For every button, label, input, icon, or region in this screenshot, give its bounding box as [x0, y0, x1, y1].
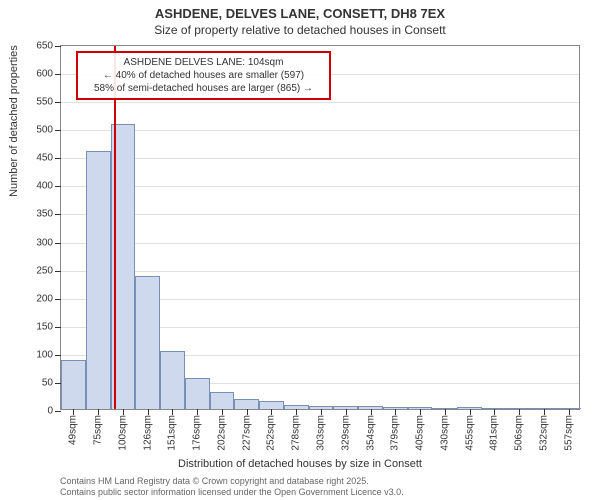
- y-tick-label: 600: [36, 69, 53, 80]
- x-tick-label: 557sqm: [563, 415, 574, 451]
- y-tick-label: 500: [36, 125, 53, 136]
- x-axis-label: Distribution of detached houses by size …: [0, 458, 600, 470]
- y-tick-label: 450: [36, 153, 53, 164]
- x-tick-label: 354sqm: [365, 415, 376, 451]
- y-tick-label: 250: [36, 265, 53, 276]
- x-tick-label: 329sqm: [340, 415, 351, 451]
- x-tick-label: 455sqm: [464, 415, 475, 451]
- y-tick: [55, 243, 61, 244]
- x-tick-label: 303sqm: [316, 415, 327, 451]
- x-tick-label: 405sqm: [415, 415, 426, 451]
- gridline: [61, 102, 579, 103]
- histogram-bar: [160, 351, 185, 409]
- histogram-bar: [210, 392, 235, 409]
- x-tick-label: 100sqm: [117, 415, 128, 451]
- y-tick: [55, 299, 61, 300]
- x-tick-label: 176sqm: [192, 415, 203, 451]
- x-tick-label: 202sqm: [216, 415, 227, 451]
- annotation-line3: 58% of semi-detached houses are larger (…: [84, 82, 323, 95]
- gridline: [61, 243, 579, 244]
- annotation-line1: ASHDENE DELVES LANE: 104sqm: [84, 56, 323, 69]
- y-axis-label: Number of detached properties: [8, 45, 20, 197]
- histogram-bar: [86, 151, 111, 409]
- histogram-bar: [135, 276, 160, 409]
- y-tick: [55, 46, 61, 47]
- y-tick-label: 650: [36, 41, 53, 52]
- y-tick: [55, 74, 61, 75]
- histogram-bar: [185, 378, 210, 409]
- footer: Contains HM Land Registry data © Crown c…: [60, 476, 404, 498]
- x-tick-label: 151sqm: [167, 415, 178, 451]
- y-tick: [55, 355, 61, 356]
- y-tick: [55, 102, 61, 103]
- annotation-box: ASHDENE DELVES LANE: 104sqm ← 40% of det…: [76, 51, 331, 100]
- y-tick: [55, 411, 61, 412]
- x-tick-label: 227sqm: [241, 415, 252, 451]
- x-tick-label: 532sqm: [538, 415, 549, 451]
- x-tick-label: 481sqm: [489, 415, 500, 451]
- chart-container: ASHDENE, DELVES LANE, CONSETT, DH8 7EX S…: [0, 0, 600, 500]
- x-tick-label: 252sqm: [266, 415, 277, 451]
- y-tick: [55, 271, 61, 272]
- y-tick-label: 350: [36, 209, 53, 220]
- gridline: [61, 130, 579, 131]
- x-tick-label: 75sqm: [93, 415, 104, 445]
- reference-line: [114, 46, 116, 409]
- x-tick-label: 506sqm: [514, 415, 525, 451]
- histogram-bar: [234, 399, 259, 409]
- histogram-bar: [61, 360, 86, 409]
- footer-line1: Contains HM Land Registry data © Crown c…: [60, 476, 404, 487]
- y-tick-label: 50: [42, 377, 53, 388]
- y-tick: [55, 327, 61, 328]
- x-tick-label: 278sqm: [291, 415, 302, 451]
- y-tick: [55, 214, 61, 215]
- chart-title-sub: Size of property relative to detached ho…: [0, 21, 600, 37]
- footer-line2: Contains public sector information licen…: [60, 487, 404, 498]
- gridline: [61, 186, 579, 187]
- y-tick: [55, 130, 61, 131]
- y-tick-label: 200: [36, 293, 53, 304]
- y-tick-label: 550: [36, 97, 53, 108]
- gridline: [61, 158, 579, 159]
- histogram-bar: [259, 401, 284, 409]
- chart-title-main: ASHDENE, DELVES LANE, CONSETT, DH8 7EX: [0, 0, 600, 21]
- y-tick-label: 400: [36, 181, 53, 192]
- gridline: [61, 271, 579, 272]
- plot-area: 0501001502002503003504004505005506006504…: [60, 45, 580, 410]
- y-tick-label: 150: [36, 321, 53, 332]
- y-tick-label: 300: [36, 237, 53, 248]
- annotation-line2: ← 40% of detached houses are smaller (59…: [84, 69, 323, 82]
- x-tick-label: 49sqm: [68, 415, 79, 445]
- y-tick: [55, 158, 61, 159]
- x-tick-label: 379sqm: [390, 415, 401, 451]
- gridline: [61, 214, 579, 215]
- y-tick-label: 0: [47, 406, 53, 417]
- x-tick-label: 430sqm: [439, 415, 450, 451]
- x-tick-label: 126sqm: [142, 415, 153, 451]
- y-tick: [55, 186, 61, 187]
- y-tick-label: 100: [36, 349, 53, 360]
